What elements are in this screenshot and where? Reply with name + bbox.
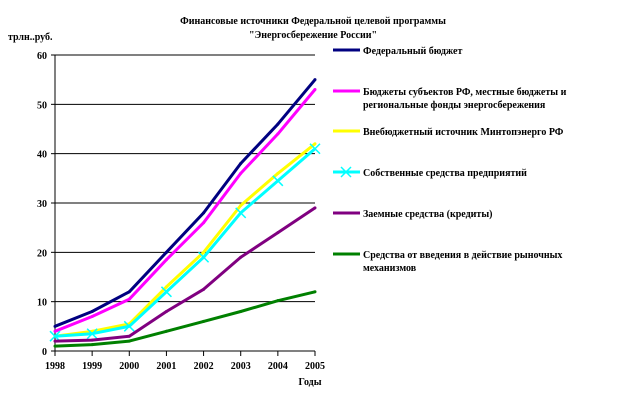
plot-series [49, 78, 321, 348]
data-point [276, 132, 280, 136]
chart-title-line-2: "Энергосбережение России" [249, 30, 377, 41]
data-point [272, 175, 284, 187]
chart-title-line-1: Финансовые источники Федеральной целевой… [180, 16, 446, 27]
legend-label-5: Заемные средства (кредиты) [363, 209, 492, 220]
data-point [198, 251, 210, 263]
legend-marker [340, 166, 352, 178]
data-point [53, 339, 57, 343]
y-tick-label: 0 [42, 347, 47, 358]
y-tick-label: 10 [37, 298, 47, 309]
data-point [239, 162, 243, 166]
legend-label-2: региональные фонды энергосбережения [363, 100, 546, 111]
data-point [127, 334, 131, 338]
data-point [276, 122, 280, 126]
legend-label-3: Внебюджетный источник Минтопэнерго РФ [363, 127, 564, 138]
point-stroke [49, 330, 61, 342]
data-point [123, 320, 135, 332]
data-point [127, 297, 131, 301]
x-axis-label: Годы [298, 377, 321, 388]
data-point [164, 285, 168, 289]
x-tick-label: 2001 [156, 361, 176, 372]
point-stroke [86, 328, 98, 340]
data-point [276, 231, 280, 235]
y-tick-label: 20 [37, 248, 47, 259]
data-point [164, 250, 168, 254]
data-point [309, 143, 321, 155]
y-tick-label: 30 [37, 199, 47, 210]
point-stroke [160, 286, 172, 298]
data-point [313, 78, 317, 82]
data-point [239, 203, 243, 207]
y-tick-label: 50 [37, 100, 47, 111]
legend-label-1: Федеральный бюджет [363, 46, 462, 57]
x-tick-label: 2004 [268, 361, 288, 372]
legend: Федеральный бюджет Бюджеты субъектов РФ, … [333, 46, 567, 274]
x-tick-label: 2002 [194, 361, 214, 372]
x-axis-ticks: 1998 1999 2000 2001 2002 2003 2004 2005 [45, 351, 325, 372]
legend-label-2: Бюджеты субъектов РФ, местные бюджеты и [363, 87, 567, 98]
data-point [313, 142, 317, 146]
series-line-4 [54, 147, 316, 338]
point-stroke [272, 175, 284, 187]
data-point [90, 310, 94, 314]
y-axis-label: трлн..руб. [8, 32, 53, 43]
data-point [160, 286, 172, 298]
data-point [235, 207, 247, 219]
x-tick-label: 2003 [231, 361, 251, 372]
data-point [53, 324, 57, 328]
data-point [276, 171, 280, 175]
point-stroke [123, 320, 135, 332]
series-line-1 [54, 78, 317, 328]
data-point [90, 343, 94, 347]
data-point [164, 329, 168, 333]
data-point [313, 206, 317, 210]
data-point [164, 310, 168, 314]
x-tick-label: 2005 [305, 361, 325, 372]
data-point [202, 250, 206, 254]
series-line-5 [54, 206, 316, 343]
series-line-3 [54, 142, 316, 338]
data-point [202, 287, 206, 291]
data-point [239, 171, 243, 175]
data-point [127, 290, 131, 294]
y-tick-label: 60 [37, 51, 47, 62]
data-point [239, 310, 243, 314]
data-point [90, 314, 94, 318]
point-stroke [309, 143, 321, 155]
x-tick-label: 2000 [119, 361, 139, 372]
data-point [164, 258, 168, 262]
series-line-6 [54, 290, 316, 348]
data-point [239, 255, 243, 259]
x-tick-label: 1999 [82, 361, 102, 372]
data-point [276, 299, 280, 303]
legend-label-6: Средства от введения в действие рыночных [363, 250, 562, 261]
data-point [53, 344, 57, 348]
data-point [202, 221, 206, 225]
data-point [313, 88, 317, 92]
series-line-2 [54, 88, 317, 333]
data-point [202, 319, 206, 323]
data-point [313, 290, 317, 294]
point-stroke [198, 251, 210, 263]
data-point [86, 328, 98, 340]
point-stroke [235, 207, 247, 219]
legend-label-4: Собственные средства предприятий [363, 168, 527, 179]
data-point [127, 339, 131, 343]
legend-label-6: механизмов [363, 263, 417, 274]
data-point [90, 338, 94, 342]
x-tick-label: 1998 [45, 361, 65, 372]
y-axis-ticks: 0 10 20 30 40 50 60 [37, 51, 55, 358]
data-point [53, 329, 57, 333]
data-point [202, 211, 206, 215]
y-tick-label: 40 [37, 150, 47, 161]
